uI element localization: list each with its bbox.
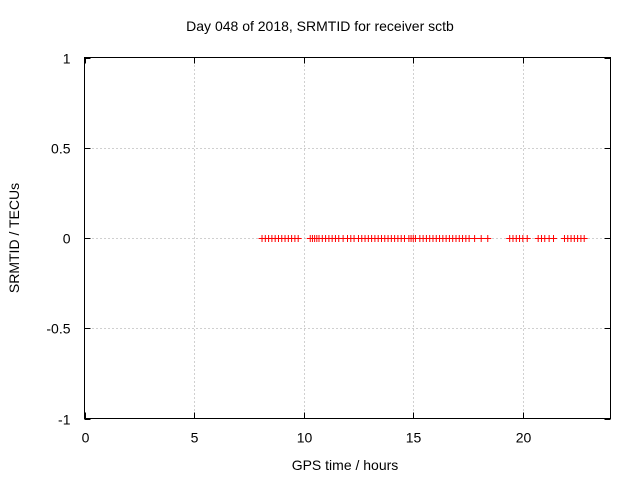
data-point — [477, 235, 485, 242]
data-point — [580, 235, 588, 242]
y-tick-label: 0.5 — [51, 141, 71, 157]
data-point — [294, 235, 302, 242]
plot-frame — [84, 57, 611, 419]
data-point — [550, 235, 558, 242]
x-tick-label: 20 — [516, 430, 532, 446]
data-point — [471, 235, 479, 242]
data-point — [484, 235, 492, 242]
x-tick-label: 15 — [406, 430, 422, 446]
axis-ticks: 0 5 10 15 20 1 0.5 0 -0.5 -1 — [46, 51, 611, 446]
x-tick-label: 10 — [297, 430, 313, 446]
y-tick-label: -0.5 — [46, 321, 70, 337]
data-point — [523, 235, 531, 242]
chart-title: Day 048 of 2018, SRMTID for receiver sct… — [186, 18, 454, 34]
x-tick-label: 0 — [82, 430, 90, 446]
y-tick-label: 1 — [63, 51, 71, 67]
y-tick-label: 0 — [63, 231, 71, 247]
data-points — [258, 235, 588, 242]
x-axis-label: GPS time / hours — [291, 457, 399, 473]
y-tick-label: -1 — [58, 412, 71, 428]
x-tick-label: 5 — [191, 430, 199, 446]
